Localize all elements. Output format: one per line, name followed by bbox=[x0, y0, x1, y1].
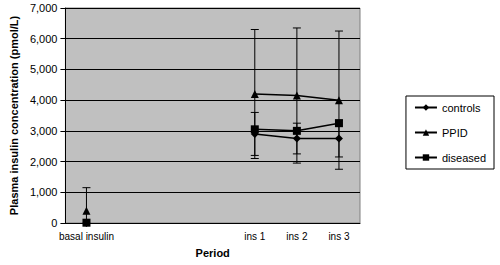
svg-text:ins 2: ins 2 bbox=[286, 231, 308, 242]
svg-text:1,000: 1,000 bbox=[30, 186, 58, 198]
svg-text:Period: Period bbox=[196, 247, 230, 259]
svg-text:diseased: diseased bbox=[442, 152, 486, 164]
svg-text:controls: controls bbox=[442, 102, 481, 114]
svg-text:4,000: 4,000 bbox=[30, 94, 58, 106]
svg-text:5,000: 5,000 bbox=[30, 63, 58, 75]
svg-text:6,000: 6,000 bbox=[30, 33, 58, 45]
svg-text:0: 0 bbox=[51, 217, 57, 229]
svg-text:PPID: PPID bbox=[442, 127, 468, 139]
svg-text:2,000: 2,000 bbox=[30, 156, 58, 168]
svg-text:7,000: 7,000 bbox=[30, 2, 58, 14]
svg-text:3,000: 3,000 bbox=[30, 125, 58, 137]
svg-text:ins 1: ins 1 bbox=[244, 231, 266, 242]
svg-text:basal insulin: basal insulin bbox=[59, 231, 114, 242]
svg-text:ins 3: ins 3 bbox=[328, 231, 350, 242]
svg-text:Plasma insulin concentration (: Plasma insulin concentration (pmol/L) bbox=[8, 16, 20, 216]
